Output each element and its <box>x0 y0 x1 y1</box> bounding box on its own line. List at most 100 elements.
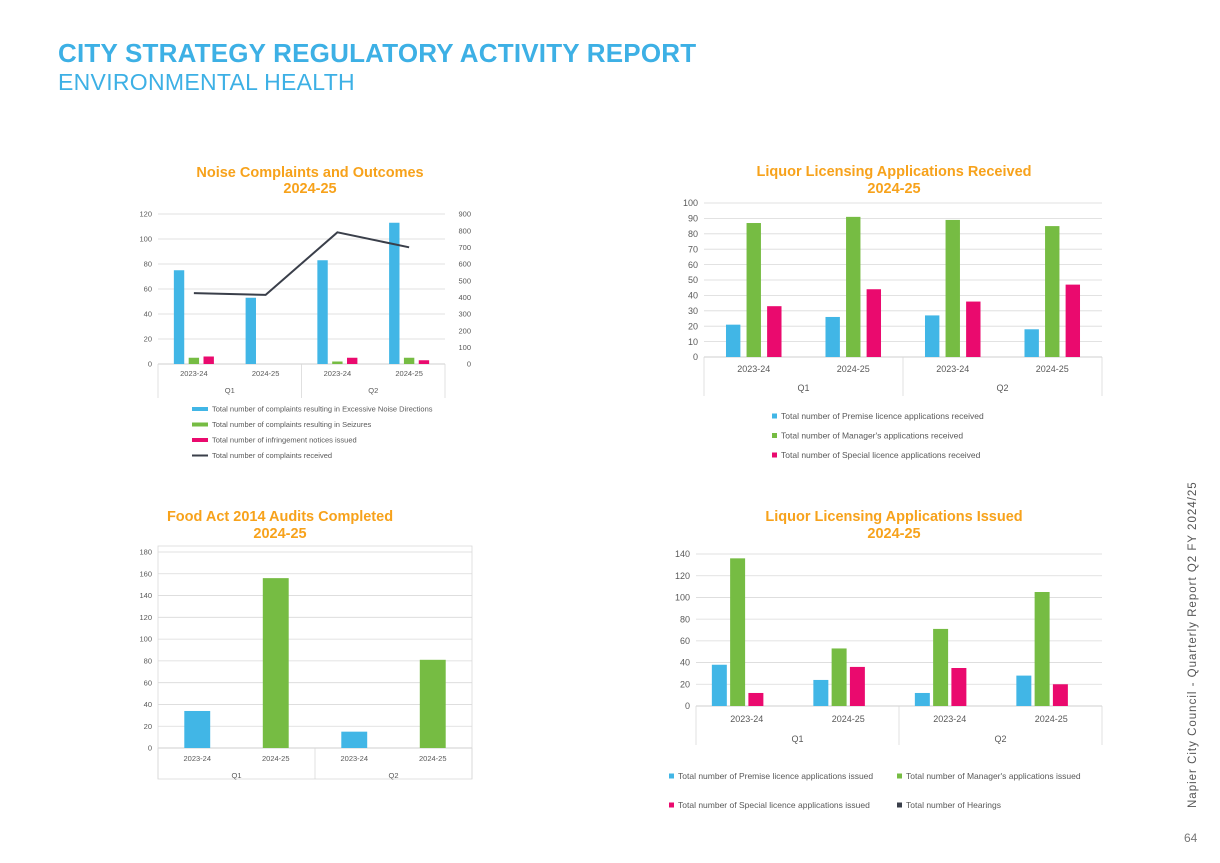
chart1-ytick-label: 20 <box>144 335 152 344</box>
chart4-category-label: 2023-24 <box>730 714 763 724</box>
report-title: CITY STRATEGY REGULATORY ACTIVITY REPORT <box>58 38 697 68</box>
chart2-legend-label: Total number of Special licence applicat… <box>781 450 981 460</box>
chart1-y2tick-label: 900 <box>458 210 471 219</box>
chart3-ytick-label: 40 <box>144 700 152 709</box>
chart3-title-line: Food Act 2014 Audits Completed <box>167 509 393 525</box>
chart2-legend-label: Total number of Manager's applications r… <box>781 430 963 440</box>
report-subtitle: ENVIRONMENTAL HEALTH <box>58 69 355 95</box>
chart3-ytick-label: 0 <box>148 744 152 753</box>
chart1-y2tick-label: 600 <box>458 260 471 269</box>
chart4-bar <box>1052 684 1068 706</box>
chart4-bar <box>1034 592 1050 706</box>
chart4-ytick-label: 80 <box>680 614 690 624</box>
chart2-ytick-label: 30 <box>688 306 698 316</box>
chart1-category-label: 2023-24 <box>324 369 352 378</box>
chart3-ytick-label: 60 <box>144 678 152 687</box>
liquor-applications-issued-chart: Liquor Licensing Applications Issued 2024… <box>640 505 1120 820</box>
chart2-bar <box>924 315 940 357</box>
chart1-bar <box>317 260 328 364</box>
chart1-y2tick-label: 800 <box>458 226 471 235</box>
noise-complaints-chart: Noise Complaints and Outcomes 2024-25 0 20 4… <box>130 160 490 470</box>
chart4-ytick-label: 60 <box>680 636 690 646</box>
chart4-legend-label: Total number of Special licence applicat… <box>678 800 870 810</box>
chart4-bar <box>914 692 930 706</box>
liquor-applications-received-chart: Liquor Licensing Applications Received 20… <box>660 160 1120 470</box>
chart3-category-label: 2024-25 <box>419 754 447 763</box>
chart3-group-label: Q1 <box>231 771 241 780</box>
chart2-bar <box>945 219 960 357</box>
chart3-ytick-label: 100 <box>139 635 152 644</box>
chart1-bar <box>389 222 400 364</box>
chart4-bar <box>831 648 847 706</box>
chart1-y2tick-label: 500 <box>458 276 471 285</box>
chart3-bar <box>184 710 211 748</box>
chart4-legend-swatch <box>669 773 674 779</box>
chart1-bar <box>347 357 358 364</box>
chart2-bar <box>1024 329 1039 357</box>
chart4-group-label: Q1 <box>791 734 803 744</box>
chart3-category-label: 2024-25 <box>262 754 290 763</box>
chart1-legend-label: Total number of complaints received <box>212 451 332 460</box>
chart2-ytick-label: 70 <box>688 244 698 254</box>
chart2-legend-swatch <box>772 452 777 458</box>
chart2-ytick-label: 90 <box>688 214 698 224</box>
chart4-title-line: 2024-25 <box>867 526 920 542</box>
report-header: CITY STRATEGY REGULATORY ACTIVITY REPORT… <box>58 38 696 96</box>
chart2-ytick-label: 0 <box>693 352 698 362</box>
chart1-y2tick-label: 200 <box>458 326 471 335</box>
chart1-category-label: 2024-25 <box>395 369 423 378</box>
chart3-bar <box>341 731 368 748</box>
chart4-title-line: Liquor Licensing Applications Issued <box>765 509 1022 525</box>
chart1-bar <box>188 357 200 364</box>
chart2-legend-swatch <box>772 413 777 419</box>
chart3-ytick-label: 120 <box>139 613 152 622</box>
chart2-group-label: Q1 <box>797 383 809 393</box>
chart1-bar <box>418 360 430 364</box>
chart1-group-label: Q1 <box>225 386 235 395</box>
chart2-bar <box>966 301 981 357</box>
chart1-y2tick-label: 700 <box>458 243 471 252</box>
chart4-ytick-label: 140 <box>675 549 690 559</box>
chart2-ytick-label: 20 <box>688 321 698 331</box>
chart1-ytick-label: 80 <box>144 260 152 269</box>
chart3-category-label: 2023-24 <box>183 754 211 763</box>
chart4-bar <box>813 679 829 706</box>
chart4-bar <box>933 628 949 706</box>
food-act-audits-chart: Food Act 2014 Audits Completed 2024-25 0 20… <box>130 505 490 790</box>
chart4-legend-label: Total number of Hearings <box>906 800 1001 810</box>
chart1-bar <box>203 356 214 364</box>
chart2-ytick-label: 60 <box>688 260 698 270</box>
chart2-bar <box>1045 226 1060 357</box>
chart1-y2tick-label: 100 <box>458 343 471 352</box>
chart1-ytick-label: 60 <box>144 285 152 294</box>
chart2-title-line: Liquor Licensing Applications Received <box>756 164 1031 180</box>
page-number: 64 <box>1184 831 1198 845</box>
chart4-legend-swatch <box>669 802 674 808</box>
chart1-category-label: 2024-25 <box>252 369 280 378</box>
chart1-bar <box>403 357 415 364</box>
chart2-ytick-label: 10 <box>688 337 698 347</box>
chart4-ytick-label: 120 <box>675 571 690 581</box>
chart1-bar <box>173 270 185 364</box>
chart1-ytick-label: 0 <box>148 360 152 369</box>
chart1-group-label: Q2 <box>368 386 378 395</box>
chart2-ytick-label: 50 <box>688 275 698 285</box>
chart3-ytick-label: 80 <box>144 657 152 666</box>
chart3-ytick-label: 160 <box>139 569 152 578</box>
chart2-bar <box>746 223 761 357</box>
chart3-ytick-label: 180 <box>139 548 152 557</box>
chart1-y2tick-label: 400 <box>458 293 471 302</box>
chart3-group-label: Q2 <box>388 771 398 780</box>
chart4-legend-swatch <box>897 773 902 779</box>
chart4-ytick-label: 100 <box>675 593 690 603</box>
chart1-ytick-label: 40 <box>144 310 152 319</box>
report-footer-side-text: Napier City Council - Quarterly Report Q… <box>1187 481 1199 808</box>
chart1-y2tick-label: 300 <box>458 310 471 319</box>
chart4-ytick-label: 20 <box>680 679 690 689</box>
chart1-legend-label: Total number of infringement notices iss… <box>212 436 357 445</box>
chart2-bar <box>1065 284 1081 357</box>
chart1-category-label: 2023-24 <box>180 369 208 378</box>
chart2-category-label: 2024-25 <box>1036 364 1069 374</box>
chart4-category-label: 2024-25 <box>832 714 865 724</box>
chart2-bar <box>767 306 782 357</box>
